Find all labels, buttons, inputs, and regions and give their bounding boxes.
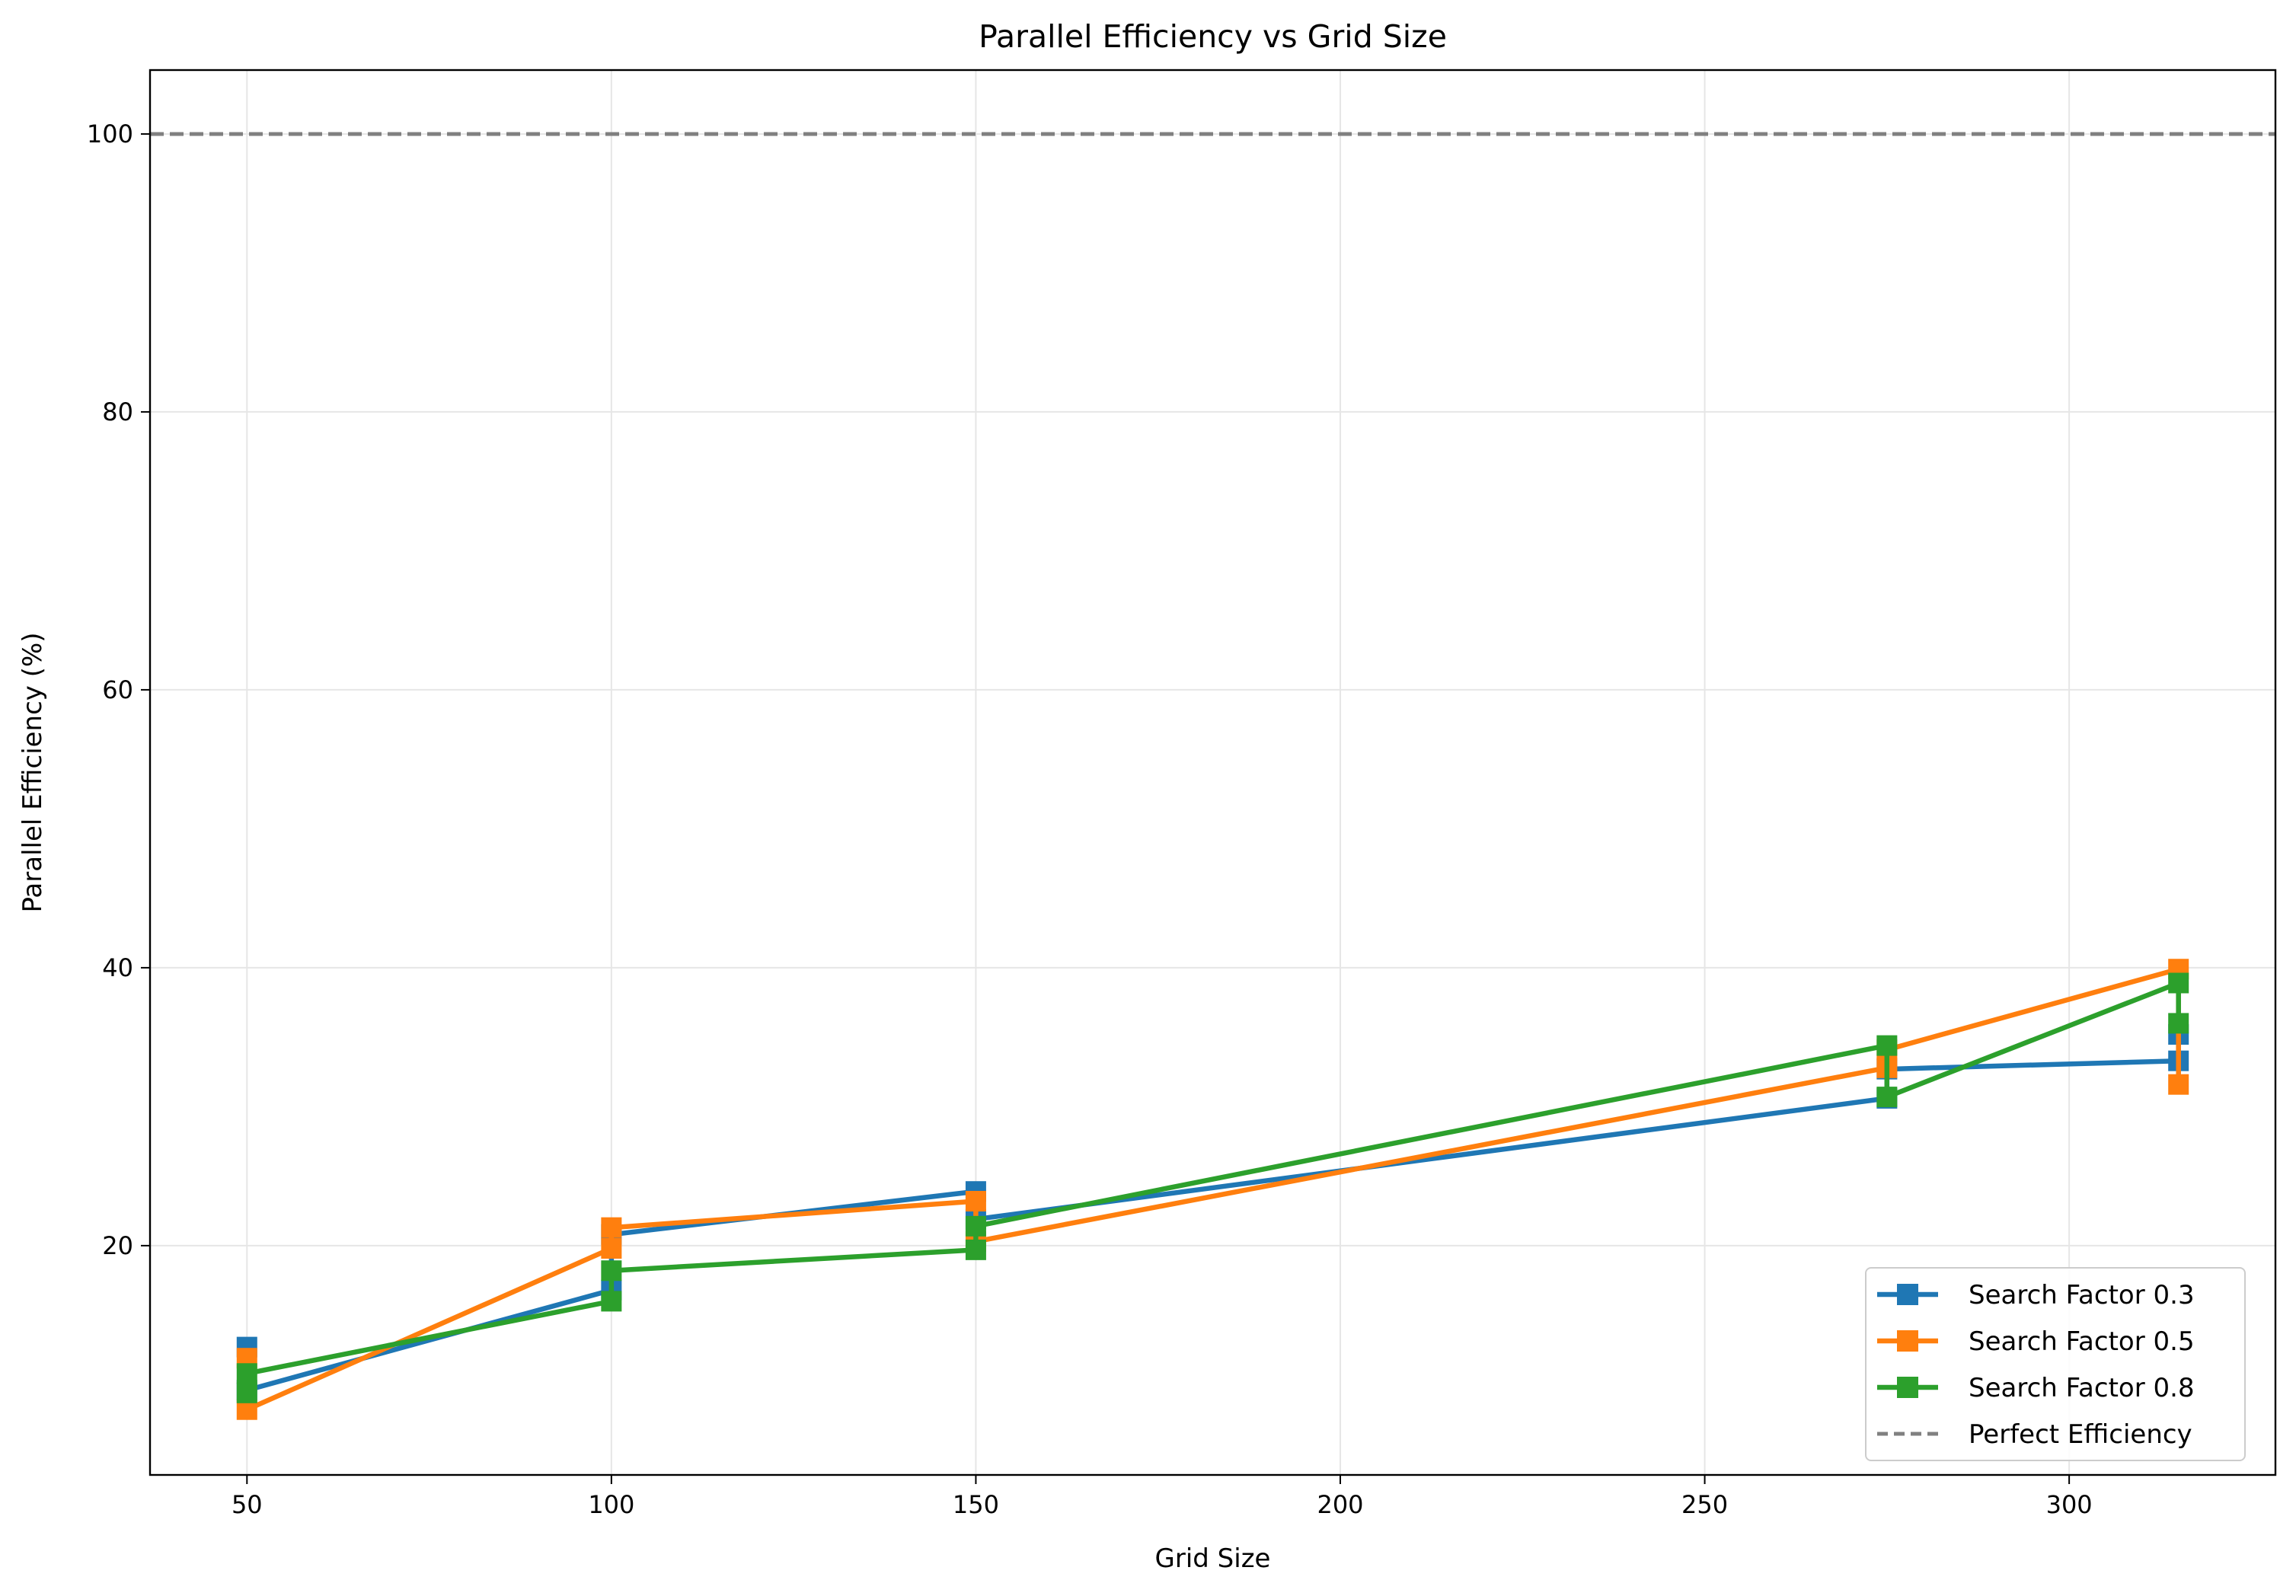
data-point: [601, 1260, 622, 1282]
data-point: [965, 1215, 986, 1237]
legend-marker: [1897, 1377, 1918, 1398]
legend-marker: [1897, 1330, 1918, 1352]
legend-marker: [1897, 1284, 1918, 1305]
legend-entry: Search Factor 0.5: [1877, 1326, 2195, 1357]
x-tick-label: 50: [232, 1490, 263, 1519]
legend-entry: Search Factor 0.3: [1877, 1280, 2195, 1310]
chart-title: Parallel Efficiency vs Grid Size: [979, 18, 1447, 55]
y-tick-label: 20: [102, 1231, 133, 1260]
y-tick-label: 80: [102, 397, 133, 426]
legend-label: Search Factor 0.3: [1969, 1280, 2195, 1310]
data-point: [601, 1238, 622, 1259]
y-axis-title: Parallel Efficiency (%): [18, 632, 48, 912]
x-tick-label: 200: [1317, 1490, 1363, 1519]
series-layer: [236, 959, 2189, 1420]
legend: Search Factor 0.3 Search Factor 0.5 Search…: [1865, 1267, 2246, 1461]
data-point: [1876, 1087, 1898, 1108]
legend-entry: Search Factor 0.8: [1877, 1373, 2195, 1403]
data-point: [2168, 1074, 2189, 1095]
data-point: [965, 1190, 986, 1211]
legend-box: [1865, 1267, 2246, 1461]
y-axis-ticks: 20 40 60 80 100: [87, 120, 150, 1260]
data-point: [601, 1291, 622, 1312]
y-tick-label: 60: [102, 675, 133, 704]
x-tick-label: 300: [2046, 1490, 2093, 1519]
x-axis-title: Grid Size: [1155, 1543, 1271, 1574]
x-axis-ticks: 50 100 150 200 250 300: [232, 1475, 2093, 1519]
data-point: [236, 1382, 257, 1403]
series-3: [236, 972, 2189, 1403]
data-point: [2168, 972, 2189, 994]
data-point: [1876, 1035, 1898, 1056]
data-point: [965, 1239, 986, 1260]
y-tick-label: 100: [87, 120, 133, 148]
x-tick-label: 100: [588, 1490, 634, 1519]
data-point: [2168, 1013, 2189, 1034]
legend-label: Perfect Efficiency: [1969, 1419, 2192, 1450]
legend-label: Search Factor 0.5: [1969, 1326, 2195, 1357]
data-point: [601, 1217, 622, 1238]
y-tick-label: 40: [102, 953, 133, 982]
legend-entry: Perfect Efficiency: [1877, 1419, 2192, 1450]
plot-frame: [148, 69, 2277, 1476]
x-tick-label: 150: [953, 1490, 999, 1519]
data-point: [236, 1363, 257, 1384]
legend-label: Search Factor 0.8: [1969, 1373, 2195, 1403]
series-line: [244, 980, 2181, 1396]
x-tick-label: 250: [1681, 1490, 1728, 1519]
